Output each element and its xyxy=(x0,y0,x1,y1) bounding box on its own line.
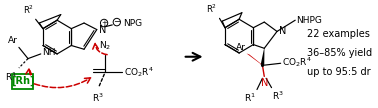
Text: N$_2$: N$_2$ xyxy=(99,40,112,52)
Text: NH: NH xyxy=(42,48,55,57)
Text: R$^1$: R$^1$ xyxy=(244,91,256,104)
Text: NPG: NPG xyxy=(123,18,142,28)
Text: NHPG: NHPG xyxy=(296,16,322,25)
Text: 36–85% yield: 36–85% yield xyxy=(307,48,372,58)
Text: 22 examples: 22 examples xyxy=(307,29,369,39)
Text: CO$_2$R$^4$: CO$_2$R$^4$ xyxy=(124,65,153,79)
Text: CO$_2$R$^4$: CO$_2$R$^4$ xyxy=(282,55,312,69)
Text: [Rh]: [Rh] xyxy=(11,76,34,86)
Polygon shape xyxy=(261,48,265,65)
Text: R$^1$: R$^1$ xyxy=(5,71,17,83)
Text: N: N xyxy=(99,25,106,35)
Text: up to 95:5 dr: up to 95:5 dr xyxy=(307,67,370,77)
FancyBboxPatch shape xyxy=(12,74,34,89)
Text: Ar: Ar xyxy=(8,36,18,45)
Text: −: − xyxy=(113,18,120,27)
Text: R$^3$: R$^3$ xyxy=(92,91,104,104)
Text: R$^2$: R$^2$ xyxy=(23,4,34,16)
Text: N: N xyxy=(279,26,286,36)
Text: +: + xyxy=(101,20,107,26)
Text: R$^3$: R$^3$ xyxy=(273,90,284,102)
Polygon shape xyxy=(246,53,263,66)
Text: Ar: Ar xyxy=(236,43,246,52)
Text: R$^2$: R$^2$ xyxy=(206,2,217,15)
Text: N: N xyxy=(260,78,268,88)
